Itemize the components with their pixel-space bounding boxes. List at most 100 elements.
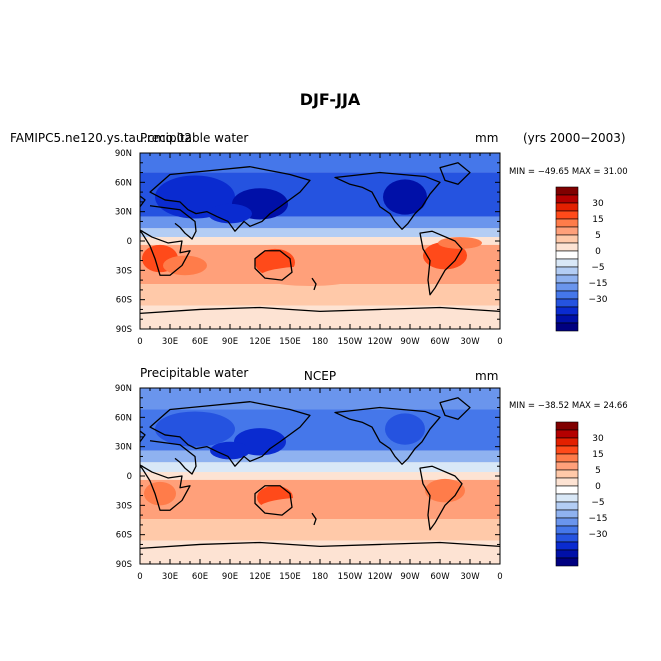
colorbar-swatch	[555, 469, 579, 479]
y-tick-label: 60N	[115, 413, 132, 423]
field-band-polar-south	[140, 305, 500, 329]
y-axis: 90N 60N 30N 0 30S 60S 90S	[115, 384, 500, 570]
colorbar-swatch	[555, 429, 579, 439]
land-north-america	[334, 406, 441, 465]
x-tick-label: 60E	[192, 572, 208, 582]
field-band-south-mid	[140, 284, 500, 306]
colorbar-swatch	[555, 202, 579, 212]
x-tick-label: 0	[137, 337, 142, 347]
field-band-north-sub	[140, 216, 500, 229]
field-anomaly-north-america	[383, 179, 427, 215]
y-ticks: 90N 60N 30N 0 30S 60S 90S	[115, 149, 500, 335]
x-tick-label: 30W	[460, 572, 480, 582]
land-australia	[254, 485, 317, 526]
units-label: mm	[475, 369, 498, 383]
colorbar-swatch	[555, 501, 579, 511]
panel-ncep: Precipitable water NCEP mm MIN = −38.52 …	[115, 366, 628, 582]
field-band-north-sub	[140, 450, 500, 463]
x-ticks: 0 30E 60E 90E 120E 150E 180 150W 120W 90W 60W 30W 0	[137, 388, 503, 582]
x-tick-label: 0	[137, 572, 142, 582]
colorbar-swatch	[555, 250, 579, 260]
y-tick-label: 60S	[116, 531, 132, 541]
land-australia	[254, 250, 317, 291]
x-tick-label: 90E	[222, 572, 238, 582]
y-tick-label: 0	[127, 237, 132, 247]
x-tick-label: 30E	[162, 337, 178, 347]
colorbar-swatch	[555, 517, 579, 527]
x-tick-label: 90W	[400, 572, 420, 582]
land-north-america	[334, 171, 441, 230]
y-tick-label: 0	[127, 472, 132, 482]
colorbar-swatch	[555, 485, 579, 495]
x-tick-label: 150E	[279, 572, 301, 582]
colorbar-label: −15	[589, 279, 608, 289]
x-tick-label: 0	[497, 572, 502, 582]
x-tick-label: 120W	[368, 337, 393, 347]
y-tick-label: 60S	[116, 296, 132, 306]
land-south-america	[419, 230, 463, 296]
colorbar-swatch	[555, 453, 579, 463]
x-tick-label: 90E	[222, 337, 238, 347]
y-tick-label: 90N	[115, 384, 132, 394]
land-asia	[149, 166, 311, 232]
y-tick-label: 30N	[115, 208, 132, 218]
y-tick-label: 60N	[115, 178, 132, 188]
colorbar-swatch	[555, 226, 579, 236]
colorbar-label: 0	[595, 247, 601, 257]
x-axis: 0 30E 60E 90E 120E 150E 180 150W 120W 90W 60W 30W 0	[137, 153, 503, 347]
land-greenland	[439, 397, 471, 420]
y-ticks: 90N 60N 30N 0 30S 60S 90S	[115, 384, 500, 570]
land-greenland	[439, 162, 471, 185]
colorbar-label: −30	[589, 530, 608, 540]
colorbar-swatch	[555, 306, 579, 316]
colorbar-swatch	[555, 533, 579, 543]
field-band-south-mid	[140, 519, 500, 541]
colorbar-swatch	[555, 421, 579, 431]
field-anomaly-south-africa	[144, 481, 176, 506]
colorbar-swatch	[555, 218, 579, 228]
colorbar-swatch	[555, 274, 579, 284]
y-tick-label: 30N	[115, 443, 132, 453]
colorbar-label: 5	[595, 466, 601, 476]
field-band-equator	[140, 472, 500, 480]
land-south-america	[419, 465, 463, 531]
x-ticks: 0 30E 60E 90E 120E 150E 180 150W 120W 90W 60W 30W 0	[137, 153, 503, 347]
land-africa-europe	[140, 430, 197, 511]
y-tick-label: 90N	[115, 149, 132, 159]
colorbar-label: 30	[592, 199, 604, 209]
colorbar-label: 15	[592, 215, 603, 225]
coastlines	[140, 397, 500, 549]
field-anomaly-south-america	[423, 241, 467, 270]
x-tick-label: 150E	[279, 337, 301, 347]
x-tick-label: 60W	[430, 337, 450, 347]
colorbar-swatch	[555, 266, 579, 276]
colorbar-swatch	[555, 509, 579, 519]
colorbar-swatch	[555, 234, 579, 244]
colorbar-swatch	[555, 314, 579, 324]
colorbar-swatch	[555, 290, 579, 300]
field-band-polar-south	[140, 540, 500, 564]
y-axis: 90N 60N 30N 0 30S 60S 90S	[115, 149, 500, 335]
colorbar-swatch	[555, 210, 579, 220]
colorbar-swatch	[555, 298, 579, 308]
colorbar-label: −15	[589, 514, 608, 524]
x-tick-label: 150W	[338, 572, 363, 582]
colorbar-swatch	[555, 242, 579, 252]
x-tick-label: 0	[497, 337, 502, 347]
years-label: (yrs 2000−2003)	[523, 131, 626, 145]
colorbar-swatch	[555, 258, 579, 268]
field-band-tropic-north	[140, 228, 500, 238]
x-tick-label: 30W	[460, 337, 480, 347]
map-plot	[140, 153, 500, 329]
colorbar-swatch	[555, 541, 579, 551]
colorbar-label: 15	[592, 450, 603, 460]
field-anomaly-south-pacific	[260, 266, 360, 286]
figure-title: DJF-JJA	[300, 90, 361, 109]
stats-label: MIN = −38.52 MAX = 24.66	[509, 401, 628, 411]
field-band-equator	[140, 237, 500, 245]
field-anomaly-south-asia	[210, 441, 250, 460]
y-tick-label: 90S	[116, 560, 132, 570]
land-antarctica	[140, 306, 500, 314]
field-band-tropic-north	[140, 462, 500, 473]
